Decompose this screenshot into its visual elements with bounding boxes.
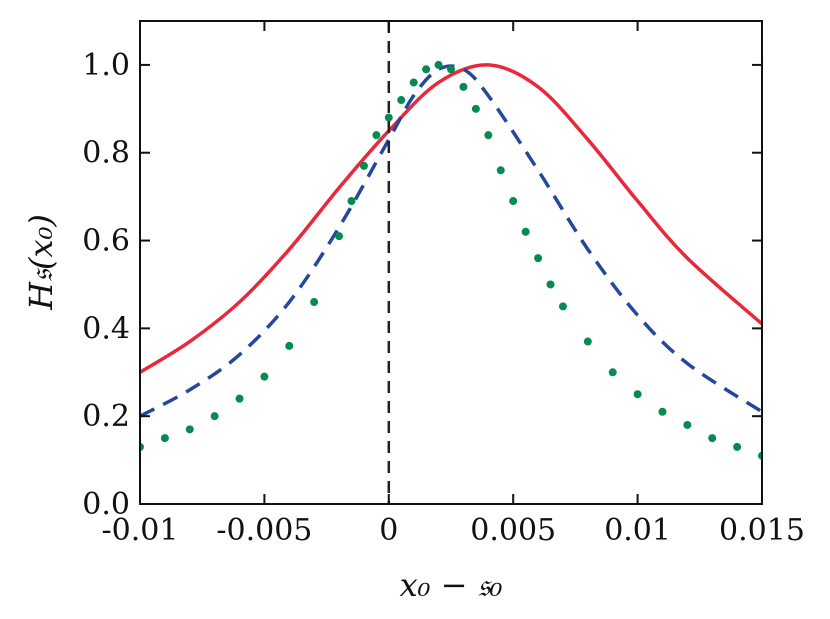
y-tick-label: 1.0 [82,48,130,83]
dotted-series-point [422,65,431,74]
dotted-series-point [335,232,344,241]
y-tick-label: 0.2 [82,399,130,434]
plot-frame [139,20,763,505]
dotted-series-point [260,372,269,381]
dotted-series-point [683,420,692,429]
dotted-series-point [509,197,518,206]
y-axis-label: H𝔰(x₀) [22,214,60,311]
dotted-series [140,60,762,460]
x-axis-label: x₀ − 𝔰₀ [400,566,503,604]
dotted-series-point [583,337,592,346]
dotted-series-point [210,412,219,421]
dotted-series-point [409,78,418,87]
y-tick-label: 0.0 [82,487,130,522]
x-tick-label: 0 [379,513,398,548]
dotted-series-point [708,434,717,443]
dotted-series-point [235,394,244,403]
dotted-series-point [459,82,468,91]
dotted-series-point [185,425,194,434]
dotted-series-point [534,254,543,263]
dotted-series-point [658,407,667,416]
y-tick-label: 0.8 [82,136,130,171]
solid-series-line [140,63,762,374]
series-layer [140,60,762,460]
dotted-series-point [608,368,617,377]
x-axis: -0.01 -0.005 0 0.005 0.01 0.015 [102,21,805,548]
dotted-series-point [484,131,493,140]
x-tick-label: -0.01 [102,513,179,548]
dotted-series-point [496,166,505,175]
dotted-series-point [471,104,480,113]
dotted-series-point [558,302,567,311]
dotted-series-point [347,197,356,206]
y-tick-label: 0.4 [82,311,130,346]
x-tick-label: 0.01 [604,513,671,548]
dotted-series-point [397,96,406,105]
dotted-series-point [447,65,455,74]
dotted-series-point [633,390,642,399]
dotted-series-point [285,341,294,350]
y-tick-label: 0.6 [82,224,130,259]
dotted-series-point [372,131,381,140]
dotted-series-point [521,227,530,236]
dotted-series-point [733,442,742,451]
dotted-series-point [546,280,555,289]
x-tick-label: 0.005 [470,513,556,548]
x-tick-label: -0.005 [216,513,312,548]
y-axis: 0.0 0.2 0.4 0.6 0.8 1.0 [82,48,762,522]
dotted-series-point [384,113,393,122]
x-tick-label: 0.015 [719,513,805,548]
dotted-series-point [359,161,368,170]
dotted-series-point [434,60,443,69]
dotted-series-point [160,434,169,443]
dotted-series-point [310,298,319,307]
